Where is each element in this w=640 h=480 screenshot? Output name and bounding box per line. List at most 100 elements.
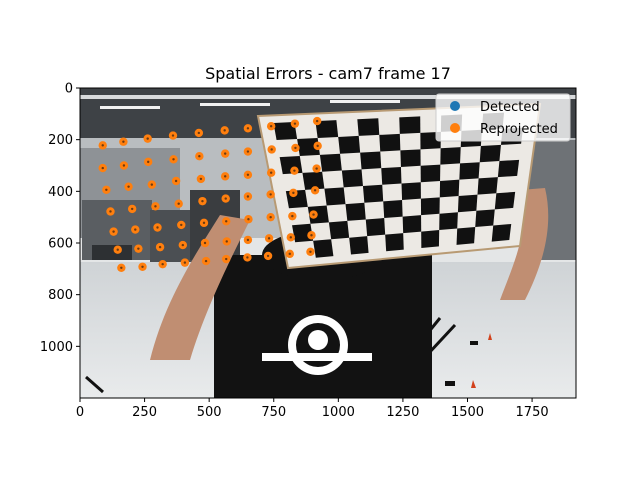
legend-reprojected-marker xyxy=(450,123,460,133)
detected-point-center xyxy=(289,236,292,239)
checkerboard-square xyxy=(477,177,498,195)
x-tick-label: 1250 xyxy=(386,405,419,420)
detected-point-center xyxy=(269,193,272,196)
detected-point-center xyxy=(225,220,228,223)
y-tick-label: 800 xyxy=(48,288,73,303)
checkerboard-square xyxy=(302,171,325,190)
detected-point-center xyxy=(141,265,144,268)
checkerboard-square xyxy=(475,209,495,227)
detected-point-center xyxy=(122,164,126,167)
detected-point-center xyxy=(101,144,104,147)
detected-point-center xyxy=(246,195,250,198)
checkerboard-square xyxy=(273,122,298,141)
detected-point-center xyxy=(313,189,317,192)
detected-point-center xyxy=(127,185,130,188)
detected-point-center xyxy=(105,188,108,191)
checkerboard-square xyxy=(365,218,386,237)
detected-point-center xyxy=(154,205,157,208)
checkerboard-square xyxy=(440,147,461,165)
checkerboard-square xyxy=(457,194,478,213)
checkerboard-square xyxy=(349,236,369,255)
checkerboard-square xyxy=(402,215,422,234)
detected-point-center xyxy=(147,160,150,164)
checkerboard-square xyxy=(379,133,401,152)
chart-title: Spatial Errors - cam7 frame 17 xyxy=(205,64,451,83)
detected-point-center xyxy=(288,252,291,256)
detected-point-center xyxy=(246,173,250,176)
checkerboard-square xyxy=(324,187,346,206)
detected-point-center xyxy=(101,166,104,170)
detected-point-center xyxy=(122,140,125,143)
x-tick-label: 250 xyxy=(132,405,157,420)
checkerboard-square xyxy=(420,164,441,183)
checkerboard-square xyxy=(385,233,404,252)
checkerboard-square xyxy=(400,149,421,167)
checkerboard-square xyxy=(362,184,384,203)
detected-point-center xyxy=(246,150,250,153)
detected-point-center xyxy=(270,148,273,151)
detected-point-center xyxy=(224,197,227,200)
detected-point-center xyxy=(134,228,137,231)
detected-point-center xyxy=(204,259,208,263)
checkerboard-square xyxy=(497,159,520,178)
detected-point-center xyxy=(116,248,119,251)
detected-point-center xyxy=(266,254,270,258)
y-tick-label: 0 xyxy=(65,82,73,97)
y-axis: 0 200 400 600 800 1000 xyxy=(40,82,80,355)
detected-point-center xyxy=(292,191,295,195)
checkerboard-square xyxy=(399,116,421,134)
y-tick-label: 400 xyxy=(48,185,73,200)
detected-point-center xyxy=(291,214,294,218)
legend: Detected Reprojected xyxy=(435,93,571,142)
detected-point-center xyxy=(201,199,204,203)
detected-point-center xyxy=(316,144,319,148)
y-tick-label: 1000 xyxy=(40,340,73,355)
detected-point-center xyxy=(246,127,250,130)
checkerboard-square xyxy=(341,169,363,188)
detected-point-center xyxy=(225,257,228,261)
detected-point-center xyxy=(156,226,159,229)
detected-point-center xyxy=(177,202,180,205)
x-tick-label: 750 xyxy=(261,405,286,420)
detected-point-center xyxy=(171,134,175,137)
detected-point-center xyxy=(269,171,273,174)
legend-detected-label: Detected xyxy=(480,100,540,115)
detected-point-center xyxy=(181,243,185,247)
checkerboard-square xyxy=(381,166,402,185)
detected-point-center xyxy=(267,237,271,240)
checkerboard-square xyxy=(345,202,366,221)
detected-point-center xyxy=(197,131,201,135)
detected-point-center xyxy=(146,137,149,140)
checkerboard-square xyxy=(420,197,440,216)
detected-point-center xyxy=(246,256,249,259)
detected-point-center xyxy=(312,213,315,216)
detected-point-center xyxy=(130,207,134,211)
checkerboard-square xyxy=(360,151,382,170)
x-tick-label: 1000 xyxy=(322,405,355,420)
y-tick-label: 200 xyxy=(48,133,73,148)
checkerboard-square xyxy=(297,137,320,156)
detected-point-center xyxy=(112,230,115,233)
detected-point-center xyxy=(293,122,297,125)
detected-point-center xyxy=(269,125,273,128)
checkerboard-square xyxy=(357,118,380,136)
checkerboard-square xyxy=(315,120,339,138)
detected-point-center xyxy=(120,266,123,269)
detected-point-center xyxy=(198,155,201,158)
detected-point-center xyxy=(223,152,227,155)
detected-point-center xyxy=(225,240,228,243)
x-tick-label: 0 xyxy=(76,405,84,420)
detected-point-center xyxy=(158,245,162,249)
detected-point-center xyxy=(109,210,112,213)
detected-point-center xyxy=(183,261,187,264)
detected-point-center xyxy=(223,129,226,132)
detected-point-center xyxy=(202,221,206,225)
scatter-points xyxy=(98,116,322,272)
detected-point-center xyxy=(161,262,164,266)
x-tick-label: 500 xyxy=(197,405,222,420)
legend-detected-marker xyxy=(450,101,460,111)
checkerboard-square xyxy=(479,144,501,163)
checkerboard-square xyxy=(292,223,314,243)
checkerboard-square xyxy=(328,220,350,240)
